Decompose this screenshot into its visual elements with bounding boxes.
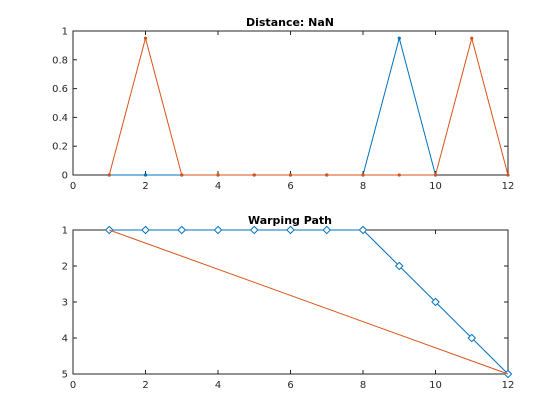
distance-series-2-point	[397, 173, 401, 177]
warping-y-tick-label: 1	[62, 226, 68, 237]
warping-x-tick-label: 6	[287, 380, 293, 391]
distance-x-tick-label: 2	[142, 181, 148, 192]
warping-x-tick-label: 10	[429, 380, 442, 391]
warping-series-1-point	[467, 333, 477, 343]
distance-y-tick-label: 0.4	[52, 113, 68, 124]
distance-x-tick-label: 4	[215, 181, 221, 192]
distance-y-tick-label: 0.8	[52, 55, 68, 66]
distance-series-2-line	[108, 36, 509, 176]
distance-x-tick-label: 10	[429, 181, 442, 192]
warping-x-tick-label: 0	[70, 380, 76, 391]
warping-y-tick-label: 3	[62, 298, 68, 309]
distance-series-1-point	[143, 173, 148, 177]
warping-series-1-point	[141, 225, 150, 235]
distance-plot: Distance: NaN 0 2 4 6 8 10 12 0 0.2 0.4 0.6 0.8 1	[52, 16, 514, 192]
warping-y-tick-label: 2	[62, 262, 68, 273]
warping-y-tick-label: 4	[62, 334, 68, 345]
warping-x-tick-label: 8	[360, 380, 366, 391]
warping-y-tick-label: 5	[62, 370, 68, 381]
distance-series-2-point	[143, 36, 148, 40]
distance-series-1-point	[397, 36, 401, 40]
distance-series-2-point	[433, 173, 438, 177]
distance-x-tick-label: 8	[360, 181, 366, 192]
warping-series-1-point	[394, 261, 404, 271]
warping-x-tick-label: 12	[502, 380, 515, 391]
warping-series-1-point	[213, 225, 223, 235]
distance-y-tick-label: 0	[62, 171, 68, 182]
warping-path-plot-title: Warping Path	[248, 214, 332, 227]
warping-series-1-point	[322, 225, 332, 235]
distance-plot-title: Distance: NaN	[246, 16, 334, 29]
warping-series-1-point	[286, 225, 295, 235]
warping-series-2-line	[109, 229, 509, 375]
distance-series-2-point	[216, 173, 220, 177]
warping-x-tick-label: 2	[142, 380, 148, 391]
distance-series-2-point	[325, 173, 329, 177]
distance-series-2-point	[252, 173, 256, 177]
distance-y-tick-label: 0.2	[52, 142, 68, 153]
distance-x-tick-label: 12	[502, 181, 515, 192]
warping-series-1-point	[431, 297, 440, 307]
distance-x-tick-label: 6	[287, 181, 293, 192]
warping-series-1-point	[249, 225, 259, 235]
distance-y-tick-label: 0.6	[52, 84, 68, 95]
distance-series-2-point	[107, 173, 111, 177]
warping-x-tick-label: 4	[215, 380, 221, 391]
distance-series-2-point	[361, 173, 365, 177]
warping-series-1-line	[109, 229, 509, 375]
warping-series-1-point	[358, 225, 368, 235]
distance-series-2-point	[470, 36, 474, 40]
distance-y-tick-label: 1	[62, 27, 68, 38]
distance-series-2-point	[288, 173, 293, 177]
distance-series-2-point	[506, 173, 510, 177]
distance-series-2-point	[180, 173, 184, 177]
distance-x-tick-label: 0	[70, 181, 76, 192]
warping-series-1-point	[177, 225, 187, 235]
